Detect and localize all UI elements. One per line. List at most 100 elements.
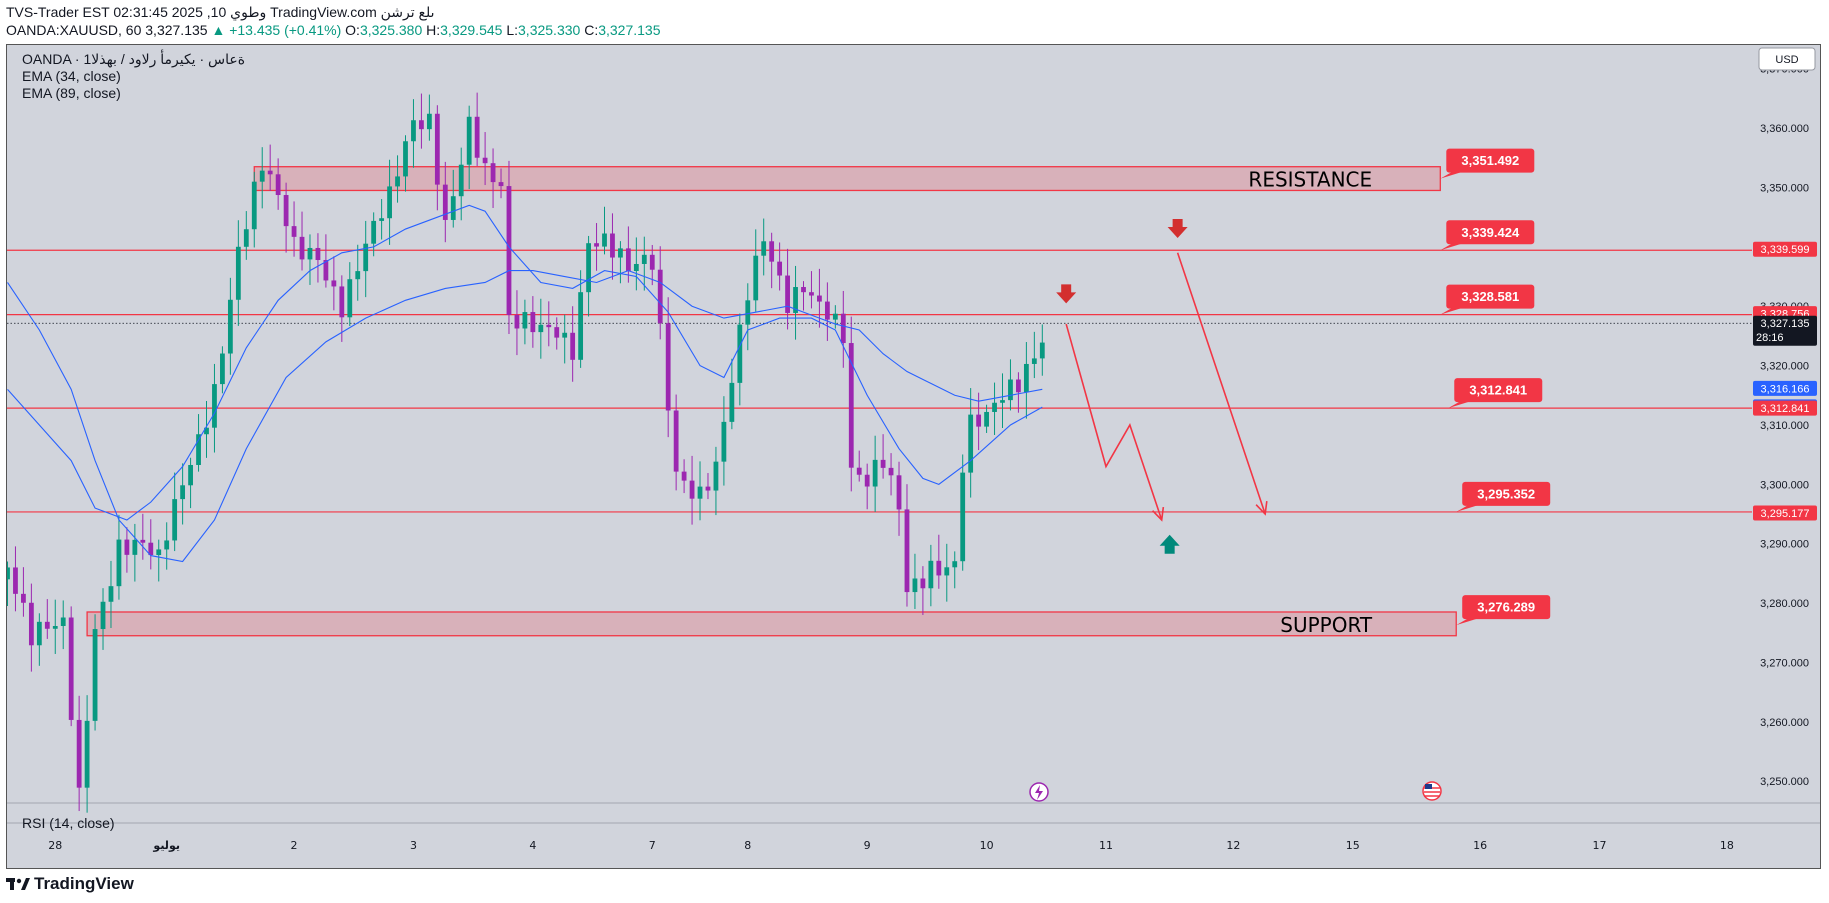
candle-body[interactable]	[196, 434, 201, 465]
candle-body[interactable]	[434, 113, 440, 185]
candle-body[interactable]	[283, 195, 289, 227]
candle-body[interactable]	[745, 300, 751, 325]
candle-body[interactable]	[395, 176, 400, 187]
candle-body[interactable]	[769, 241, 775, 262]
ema34-line[interactable]	[7, 204, 1043, 521]
candle-body[interactable]	[785, 275, 790, 313]
candle-body[interactable]	[13, 567, 18, 594]
candle-body[interactable]	[490, 163, 496, 183]
candles[interactable]	[7, 92, 1045, 813]
candle-body[interactable]	[721, 421, 727, 462]
candle-body[interactable]	[801, 287, 806, 293]
candle-body[interactable]	[411, 120, 416, 142]
candle-body[interactable]	[379, 218, 385, 221]
candle-body[interactable]	[148, 542, 154, 556]
candle-body[interactable]	[387, 186, 392, 219]
candle-body[interactable]	[132, 539, 138, 555]
candle-body[interactable]	[578, 292, 584, 360]
candle-body[interactable]	[936, 560, 942, 576]
candle-body[interactable]	[76, 719, 82, 788]
candle-body[interactable]	[419, 120, 424, 130]
candle-body[interactable]	[164, 540, 170, 550]
candle-body[interactable]	[904, 509, 910, 593]
candle-body[interactable]	[848, 343, 854, 468]
price-tag[interactable]	[1753, 315, 1817, 346]
candle-body[interactable]	[1000, 400, 1005, 403]
candle-body[interactable]	[817, 295, 822, 302]
candle-body[interactable]	[275, 174, 281, 196]
candle-body[interactable]	[570, 332, 576, 360]
candle-body[interactable]	[172, 499, 178, 541]
tradingview-brand[interactable]: TradingView	[6, 874, 134, 894]
candle-body[interactable]	[713, 461, 719, 491]
candle-body[interactable]	[506, 186, 512, 315]
candle-body[interactable]	[212, 384, 217, 428]
callout-box[interactable]	[1462, 481, 1551, 506]
candle-body[interactable]	[554, 327, 560, 338]
candle-body[interactable]	[602, 233, 607, 247]
candle-body[interactable]	[331, 280, 337, 287]
candle-body[interactable]	[880, 459, 886, 468]
candle-body[interactable]	[220, 353, 225, 385]
candle-body[interactable]	[442, 184, 448, 220]
candle-body[interactable]	[291, 226, 297, 237]
candle-body[interactable]	[267, 170, 273, 175]
candle-body[interactable]	[753, 255, 759, 301]
candle-body[interactable]	[100, 601, 106, 630]
candle-body[interactable]	[84, 720, 90, 788]
candle-body[interactable]	[888, 467, 894, 476]
candle-body[interactable]	[235, 246, 241, 300]
candle-body[interactable]	[944, 567, 950, 576]
candle-body[interactable]	[466, 116, 472, 165]
candle-body[interactable]	[594, 243, 599, 247]
candle-body[interactable]	[21, 593, 26, 603]
ema89-line[interactable]	[7, 270, 1043, 563]
candle-body[interactable]	[681, 471, 687, 481]
price-tag[interactable]	[1753, 400, 1817, 416]
candle-body[interactable]	[896, 475, 902, 510]
candle-body[interactable]	[665, 323, 671, 411]
candle-body[interactable]	[1016, 379, 1021, 393]
candle-body[interactable]	[968, 414, 974, 473]
candle-body[interactable]	[689, 480, 695, 499]
candle-body[interactable]	[403, 141, 408, 177]
candle-body[interactable]	[514, 314, 520, 329]
legend-ema34[interactable]: EMA (34, close)	[22, 68, 121, 84]
candle-body[interactable]	[371, 220, 377, 244]
chart-panel[interactable]: 3,250.000 3,260.000 3,270.000 3,280.000 3,29…	[6, 44, 1821, 869]
candle-body[interactable]	[737, 324, 743, 383]
candle-body[interactable]	[482, 157, 488, 164]
candle-body[interactable]	[952, 561, 958, 568]
candle-body[interactable]	[315, 247, 321, 261]
currency-button[interactable]	[1758, 47, 1816, 71]
candle-body[interactable]	[44, 621, 50, 629]
candle-body[interactable]	[156, 549, 162, 556]
candle-body[interactable]	[204, 427, 209, 435]
price-chart[interactable]: 3,250.000 3,260.000 3,270.000 3,280.000 3,29…	[7, 45, 1820, 868]
candle-body[interactable]	[188, 464, 193, 486]
candle-body[interactable]	[92, 629, 98, 721]
price-tag[interactable]	[1753, 241, 1817, 257]
projection-path[interactable]	[1176, 252, 1266, 515]
candle-body[interactable]	[108, 586, 114, 602]
candle-body[interactable]	[641, 254, 647, 264]
price-axis[interactable]	[1752, 45, 1820, 868]
candle-body[interactable]	[530, 312, 536, 333]
candle-body[interactable]	[1031, 358, 1037, 364]
candle-body[interactable]	[976, 414, 982, 427]
candle-body[interactable]	[498, 182, 504, 187]
candle-body[interactable]	[299, 236, 305, 260]
candle-body[interactable]	[538, 324, 544, 333]
candle-body[interactable]	[36, 621, 42, 646]
candle-body[interactable]	[363, 243, 369, 272]
candle-body[interactable]	[227, 299, 233, 354]
candle-body[interactable]	[633, 263, 639, 271]
candle-body[interactable]	[116, 539, 122, 587]
callout-box[interactable]	[1462, 595, 1551, 620]
candle-body[interactable]	[52, 626, 58, 629]
candle-body[interactable]	[984, 411, 989, 427]
candle-body[interactable]	[960, 472, 966, 562]
candle-body[interactable]	[832, 313, 838, 320]
candle-body[interactable]	[824, 301, 830, 320]
candle-body[interactable]	[124, 539, 130, 555]
